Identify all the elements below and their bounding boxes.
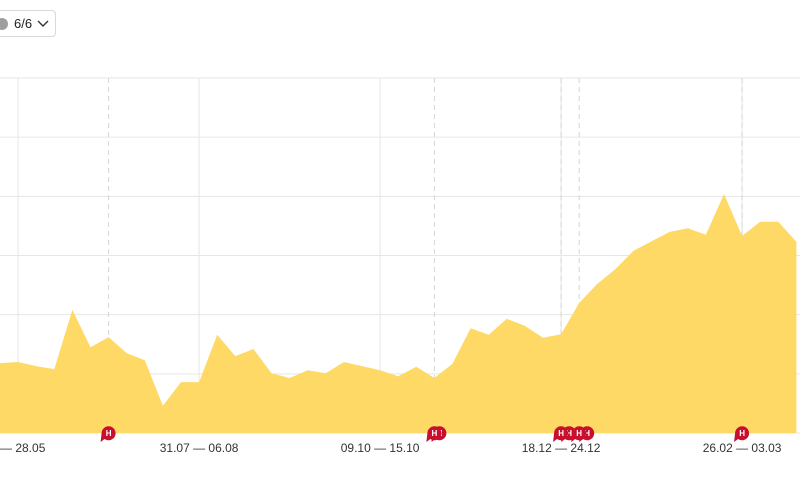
x-tick-label: — 28.05 [0,441,46,455]
event-marker-label: Н [566,429,572,438]
event-marker-label: Н [576,429,582,438]
event-marker-label: Н [739,429,745,438]
event-marker-label: Н [558,429,564,438]
event-marker: Н [426,426,442,442]
toggle-dot [0,17,8,30]
event-marker-label: Н [584,429,590,438]
event-marker: Н [553,426,569,442]
event-marker-bubble [426,426,442,442]
event-marker-label: Н [106,429,112,438]
x-tick-label: 31.07 — 06.08 [160,441,239,455]
event-marker-bubble [734,426,750,442]
event-marker-label: Н [432,429,438,438]
event-marker-bubble [553,426,569,442]
toggle-label: 6/6 [14,16,33,31]
area [0,193,797,433]
x-tick-label: 18.12 — 24.12 [522,441,601,455]
chevron [37,20,49,27]
event-marker: Н [734,426,750,442]
x-tick-label: 09.10 — 15.10 [341,441,420,455]
event-marker-bubble [100,426,116,442]
x-tick-label: 26.02 — 03.03 [703,441,782,455]
series-toggle[interactable]: 6/6 [0,10,56,37]
event-marker: Н [100,426,116,442]
